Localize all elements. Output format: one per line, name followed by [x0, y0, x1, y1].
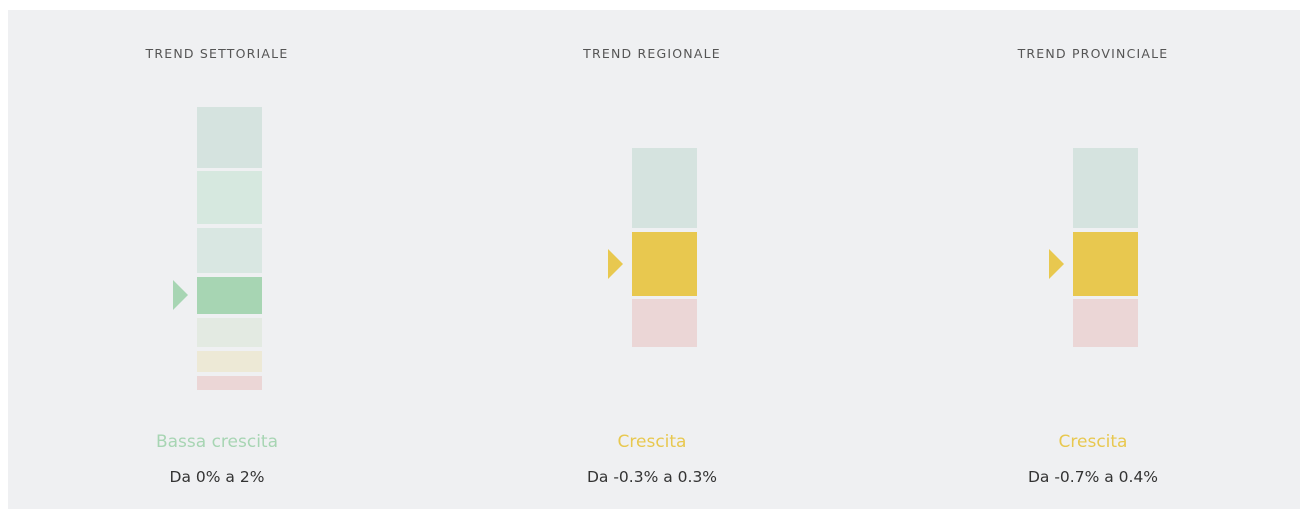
title: TREND REGIONALE: [583, 46, 721, 61]
segment: [197, 351, 262, 372]
indicator-arrow: [173, 280, 188, 310]
status: Crescita: [617, 432, 687, 452]
range: Da 0% a 2%: [169, 468, 265, 486]
segment-active: [197, 277, 262, 314]
range: Da -0.7% a 0.4%: [1027, 468, 1159, 486]
range: Da -0.3% a 0.3%: [586, 468, 718, 486]
status: Crescita: [1058, 432, 1128, 452]
status: Bassa crescita: [155, 432, 279, 452]
segment: [197, 228, 262, 273]
segment-active: [1073, 232, 1138, 296]
trend-column: TREND PROVINCIALE Crescita Da -0.7% a 0.…: [893, 10, 1293, 509]
trend-column: TREND SETTORIALE Bassa crescita Da 0% a …: [17, 10, 417, 509]
trend-column: TREND REGIONALE Crescita Da -0.3% a 0.3%: [452, 10, 852, 509]
segment: [1073, 148, 1138, 228]
indicator-arrow: [1049, 249, 1064, 279]
segment: [632, 148, 697, 228]
segment: [197, 318, 262, 347]
trend-panel: TREND SETTORIALE Bassa crescita Da 0% a …: [8, 10, 1300, 509]
segment: [1073, 299, 1138, 347]
title: TREND SETTORIALE: [145, 46, 289, 61]
segment: [632, 299, 697, 347]
segment: [197, 376, 262, 390]
title: TREND PROVINCIALE: [1017, 46, 1169, 61]
segment: [197, 171, 262, 224]
segment-active: [632, 232, 697, 296]
segment: [197, 107, 262, 168]
indicator-arrow: [608, 249, 623, 279]
